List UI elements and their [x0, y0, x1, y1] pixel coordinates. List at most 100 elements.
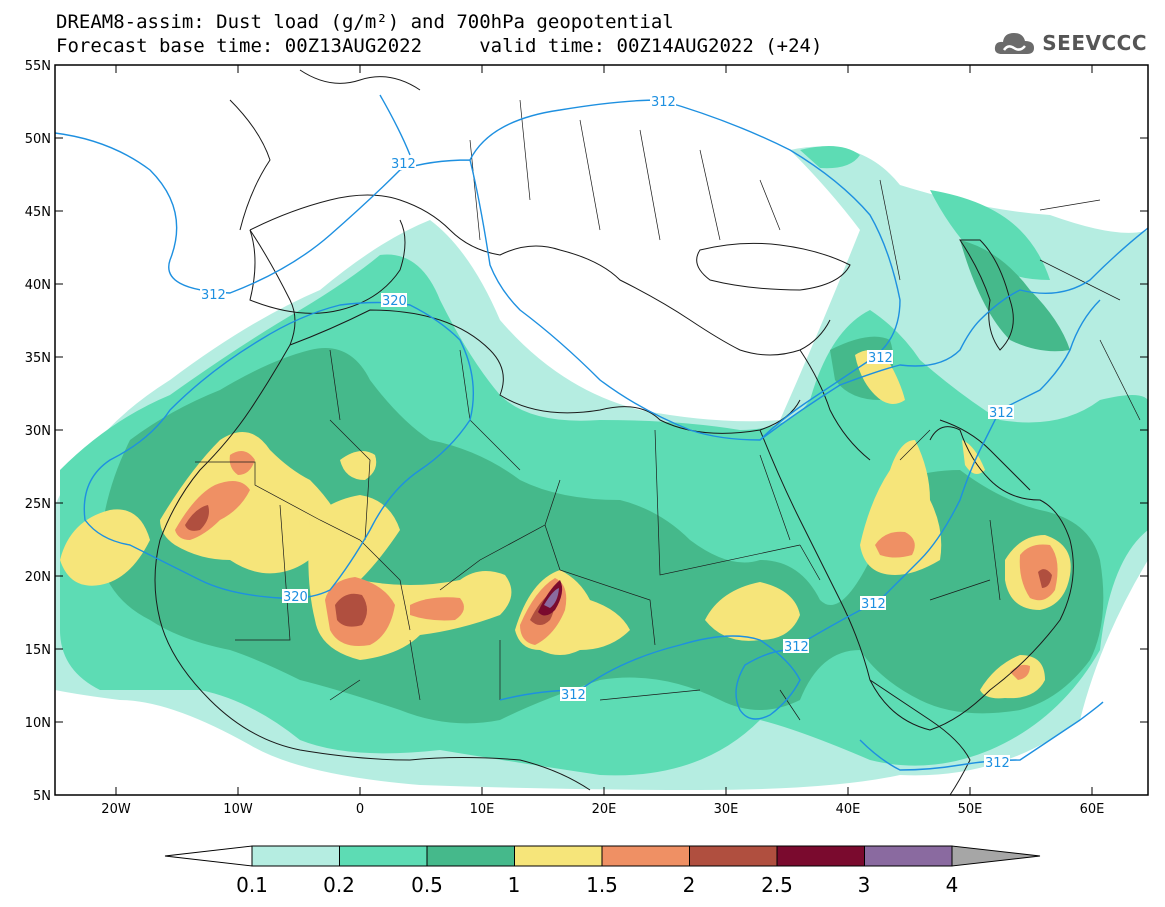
lat-label-25n: 25N [25, 497, 51, 512]
svg-text:312: 312 [201, 288, 226, 303]
colorbar-label: 2.5 [761, 873, 793, 897]
svg-text:312: 312 [985, 756, 1010, 771]
dust-level-3 [544, 588, 559, 608]
lat-label-55n: 55N [25, 59, 51, 74]
seevccc-logo: SEEVCCC [992, 28, 1147, 58]
contour-label: 312 [860, 596, 886, 612]
svg-text:312: 312 [868, 351, 893, 366]
svg-text:312: 312 [989, 406, 1014, 421]
lat-label-30n: 30N [25, 424, 51, 439]
colorbar-box [689, 845, 778, 867]
contour-label: 312 [988, 405, 1014, 421]
colorbar-labels: 0.1 0.2 0.5 1 1.5 2 2.5 3 4 [236, 873, 958, 897]
svg-text:320: 320 [283, 590, 308, 605]
contour-312-east [759, 227, 1148, 441]
country-borders [195, 99, 1141, 721]
colorbar-over-arrow [951, 845, 1041, 867]
dust-level-1 [340, 451, 377, 480]
lon-label-0: 0 [356, 802, 364, 817]
colorbar-label: 2 [683, 873, 696, 897]
colorbar-box [601, 845, 690, 867]
lon-label-10w: 10W [223, 802, 253, 817]
colorbar-under-arrow [164, 845, 253, 867]
lat-labels: 55N 50N 45N 40N 35N 30N 25N 20N 15N 10N … [25, 59, 51, 804]
lat-label-20n: 20N [25, 570, 51, 585]
contour-label: 312 [650, 94, 676, 110]
colorbar-label: 1.5 [586, 873, 618, 897]
dust-level-0.2-north [800, 146, 1050, 280]
colorbar-label: 0.2 [323, 873, 355, 897]
coastline-black-sea [696, 242, 851, 291]
dust-level-1 [60, 509, 150, 586]
coastline-arabia-red-sea [759, 349, 1074, 731]
dust-level-2 [185, 505, 209, 531]
colorbar-label: 3 [858, 873, 871, 897]
axis-ticks [55, 64, 1148, 796]
contour-312-north [55, 99, 901, 441]
dust-level-1 [160, 432, 340, 574]
dust-level-1 [705, 582, 800, 641]
contour-label: 320 [282, 589, 308, 605]
coastline-west-africa [154, 229, 591, 791]
lon-label-20e: 20E [592, 802, 617, 817]
lon-label-20w: 20W [101, 802, 131, 817]
colorbar-box [776, 845, 865, 867]
coastline-caspian [959, 239, 1014, 351]
lat-label-45n: 45N [25, 205, 51, 220]
svg-text:312: 312 [861, 597, 886, 612]
coastline-europe [229, 69, 831, 356]
coastline-north-africa [289, 309, 801, 434]
coastline-horn-africa [869, 679, 971, 795]
contour-label: 312 [560, 687, 586, 703]
colorbar-box [426, 845, 515, 867]
contour-label: 312 [200, 287, 226, 303]
contour-label: 312 [984, 755, 1010, 771]
lon-label-50e: 50E [958, 802, 983, 817]
coastline-persian-gulf [939, 419, 1031, 491]
colorbar-box [339, 845, 428, 867]
colorbar-label: 0.1 [236, 873, 268, 897]
colorbar-box [864, 845, 953, 867]
svg-text:312: 312 [561, 688, 586, 703]
colorbar [164, 845, 1041, 867]
lat-label-15n: 15N [25, 643, 51, 658]
dust-load-field [55, 146, 1148, 791]
coastlines [154, 69, 1074, 795]
cloud-icon [995, 33, 1035, 54]
lon-label-10e: 10E [470, 802, 495, 817]
contour-label: 312 [783, 639, 809, 655]
dust-level-2 [335, 593, 367, 627]
dust-level-2 [1038, 569, 1052, 588]
contour-label: 312 [390, 156, 416, 172]
contour-312-north-europe [379, 94, 411, 156]
lat-label-10n: 10N [25, 716, 51, 731]
lat-label-40n: 40N [25, 278, 51, 293]
dust-level-1.5 [229, 451, 255, 475]
svg-text:320: 320 [382, 294, 407, 309]
dust-level-1.5 [1010, 664, 1030, 680]
lon-label-60e: 60E [1080, 802, 1105, 817]
svg-text:312: 312 [784, 640, 809, 655]
title-line-2: Forecast base time: 00Z13AUG2022 valid t… [56, 35, 823, 57]
lat-label-5n: 5N [33, 789, 51, 804]
colorbar-label: 4 [946, 873, 959, 897]
colorbar-box [514, 845, 603, 867]
title-line-1: DREAM8-assim: Dust load (g/m²) and 700hP… [56, 11, 674, 33]
lon-label-40e: 40E [836, 802, 861, 817]
lon-labels: 20W 10W 0 10E 20E 30E 40E 50E 60E [101, 802, 1104, 817]
svg-text:312: 312 [651, 95, 676, 110]
coastline-iberia [249, 219, 406, 314]
lat-label-35n: 35N [25, 351, 51, 366]
colorbar-label: 0.5 [411, 873, 443, 897]
lat-label-50n: 50N [25, 132, 51, 147]
svg-text:312: 312 [391, 157, 416, 172]
dust-level-1.5 [410, 597, 464, 621]
colorbar-label: 1 [508, 873, 521, 897]
dust-level-1.5 [875, 531, 915, 558]
contour-label-group: 312 312 312 320 312 312 320 312 312 312 … [200, 94, 1014, 771]
lon-label-30e: 30E [714, 802, 739, 817]
contour-320 [83, 301, 474, 600]
colorbar-box [251, 845, 340, 867]
logo-text: SEEVCCC [1042, 31, 1147, 55]
